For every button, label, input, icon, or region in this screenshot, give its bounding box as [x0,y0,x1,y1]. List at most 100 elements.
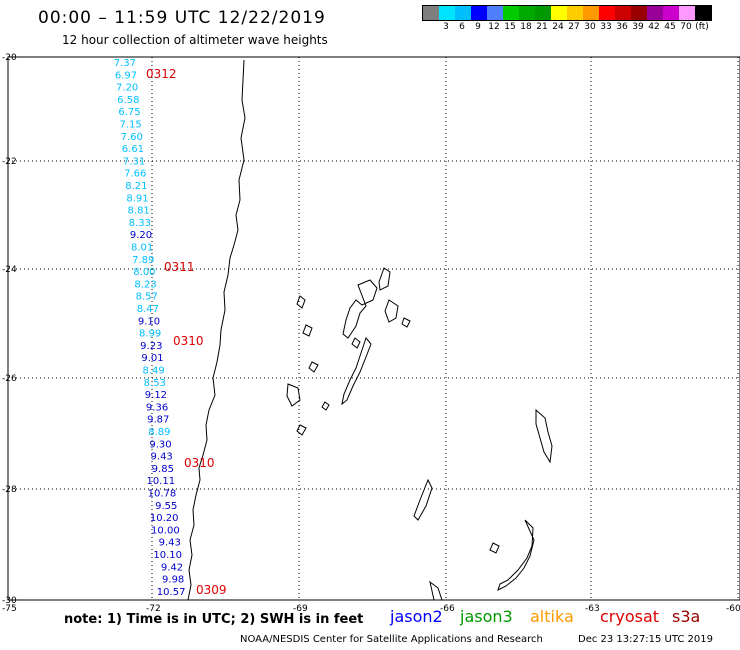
salar-island-17 [429,580,443,601]
color-scale-label: 21 [536,22,548,32]
color-scale-label: 15 [504,22,516,32]
legend-jason3: jason3 [460,607,513,626]
color-scale-label: 39 [632,22,644,32]
salar-island-1 [342,279,378,339]
map-frame [7,56,740,601]
longitude-label: -66 [440,604,455,614]
color-scale-label: 6 [459,22,465,32]
color-scale-label: 36 [616,22,628,32]
wave-height-label: 6.58 [117,95,139,106]
wave-height-label: 8.81 [128,206,150,217]
generation-timestamp: Dec 23 13:27:15 UTC 2019 [578,634,713,645]
graticule: -20 -22 -24 -26 -28 -30-75 -72 -69 -66 -63 -60 [2,53,740,614]
legend-cryosat: cryosat [600,607,660,626]
wave-height-label: 9.30 [149,439,171,450]
wave-height-label: 6.75 [118,107,140,118]
wave-height-label: 9.43 [151,452,173,463]
color-swatch [695,6,711,20]
legend-altika: altika [530,607,574,626]
wave-height-label: 6.97 [115,70,137,81]
wave-height-label: 8.33 [129,218,151,229]
salar-island-11 [321,401,330,411]
wave-height-label: 9.23 [140,341,162,352]
color-scale-bar [422,5,712,21]
wave-height-label: 9.43 [159,538,181,549]
color-swatch [471,6,487,20]
wave-height-label: 10.00 [151,525,180,536]
chart-title: 00:00 – 11:59 UTC 12/22/2019 [38,8,326,28]
wave-height-label: 8.53 [144,378,166,389]
color-scale-label: 27 [568,22,580,32]
latitude-label: -30 [2,596,17,606]
wave-height-label: 10.78 [148,489,177,500]
wave-height-label: 9.85 [152,464,174,475]
color-swatch [455,6,471,20]
color-scale-label: 30 [584,22,596,32]
color-swatch [631,6,647,20]
color-scale-label: 18 [520,22,532,32]
wave-height-label: 8.57 [136,292,158,303]
salar-island-2 [378,267,391,291]
longitude-label: -63 [585,604,600,614]
color-scale-label: 12 [488,22,500,32]
pass-time-marker: 0311 [164,260,195,274]
color-swatch [487,6,503,20]
wave-height-label: 9.20 [130,230,152,241]
color-swatch [583,6,599,20]
wave-height-label: 9.01 [141,353,163,364]
latitude-label: -26 [2,374,17,384]
wave-height-label: 8.47 [137,304,159,315]
longitude-label: -75 [2,604,17,614]
color-swatch [599,6,615,20]
salar-island-13 [535,408,553,464]
pass-time-marker: 0312 [146,67,177,81]
color-swatch [519,6,535,20]
latitude-label: -22 [2,157,17,167]
color-scale-label: 3 [443,22,449,32]
wave-height-label: 10.10 [153,550,182,561]
salar-island-9 [351,337,361,349]
coastline [187,59,553,601]
south-america-coastline [187,59,246,601]
salar-island-6 [302,324,313,337]
salar-island-14 [413,478,433,521]
wave-height-label: 7.31 [123,156,145,167]
color-scale-label: 45 [664,22,676,32]
wave-height-label: 7.89 [132,255,154,266]
wave-height-label: 6.61 [122,144,144,155]
longitude-label: -72 [146,604,161,614]
salar-island-15 [497,519,535,591]
footer-note: note: 1) Time is in UTC; 2) SWH is in fe… [64,612,364,627]
longitude-label: -69 [293,604,308,614]
color-scale-label: 33 [600,22,612,32]
color-swatch [679,6,695,20]
wave-height-label: 7.37 [114,58,136,69]
chart-subtitle: 12 hour collection of altimeter wave hei… [62,33,328,47]
wave-height-label: 8.99 [139,329,161,340]
wave-height-label: 9.87 [147,415,169,426]
wave-height-label: 10.20 [150,513,179,524]
salar-island-7 [308,361,319,373]
wave-height-label: 10.11 [146,476,175,487]
salar-island-8 [286,383,301,407]
wave-height-label: 8.21 [125,181,147,192]
salar-island-16 [489,542,500,554]
wave-height-label: 8.49 [142,366,164,377]
color-swatch [551,6,567,20]
color-swatch [503,6,519,20]
color-swatch [647,6,663,20]
credit-line: NOAA/NESDIS Center for Satellite Applica… [240,634,543,645]
wave-height-label: 7.15 [119,120,141,131]
wave-height-label: 8.01 [131,243,153,254]
color-swatch [663,6,679,20]
wave-height-label: 7.20 [116,83,138,94]
latitude-label: -20 [2,53,17,63]
color-scale-label: 42 [648,22,660,32]
color-scale-label: 70 [680,22,692,32]
salar-island-4 [341,336,372,406]
wave-height-label: 9.36 [146,402,168,413]
salar-island-5 [296,295,306,309]
color-scale-label: 9 [475,22,481,32]
wave-height-label: 9.10 [138,316,160,327]
color-swatch [439,6,455,20]
